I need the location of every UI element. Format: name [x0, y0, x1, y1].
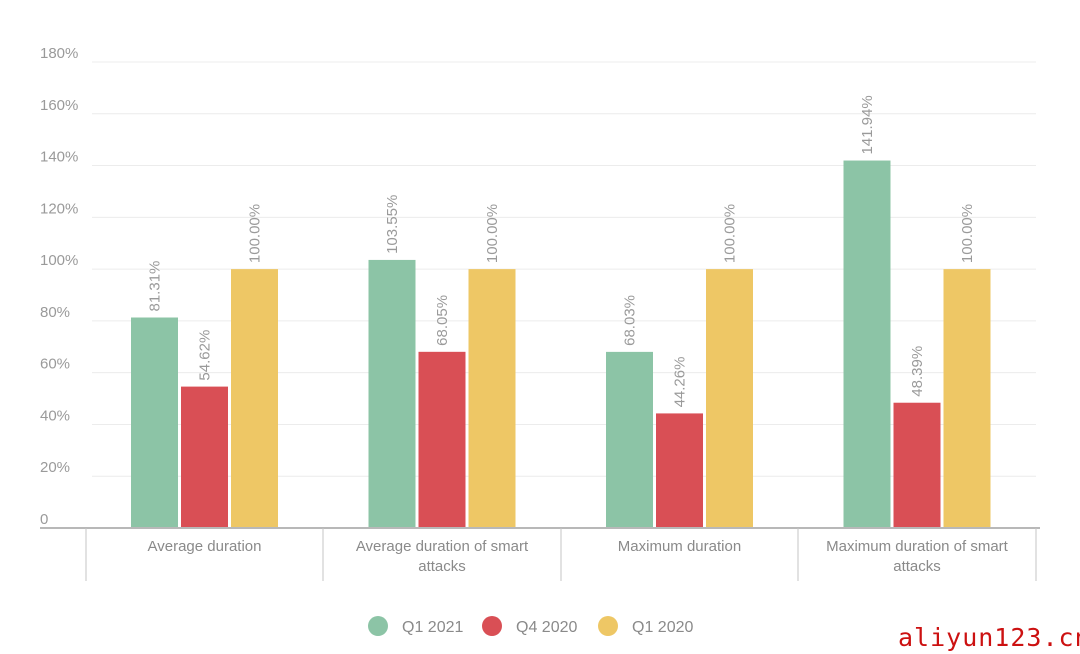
- y-tick-label: 100%: [40, 252, 78, 269]
- x-axis: Average duration Average duration of smar…: [40, 527, 1040, 581]
- category-label: Average duration of smart: [356, 538, 529, 555]
- y-tick-label: 0: [40, 511, 48, 528]
- bar: [418, 351, 466, 528]
- bar: [231, 269, 278, 528]
- bar: [843, 160, 891, 528]
- data-label: 81.31%: [147, 261, 164, 312]
- data-label: 100.00%: [959, 204, 976, 263]
- y-tick-label: 20%: [40, 459, 70, 476]
- legend-item: Q1 2021: [368, 616, 463, 636]
- bar: [468, 269, 516, 528]
- data-label: 100.00%: [722, 204, 739, 263]
- category-label: attacks: [893, 558, 941, 575]
- y-tick-label: 160%: [40, 97, 78, 114]
- category-label: attacks: [418, 558, 466, 575]
- bars: [131, 160, 991, 528]
- y-tick-label: 80%: [40, 304, 70, 321]
- y-tick-label: 180%: [40, 45, 78, 62]
- bar: [181, 386, 228, 528]
- category-label: Maximum duration: [618, 538, 741, 555]
- bar: [943, 269, 991, 528]
- data-label: 48.39%: [909, 346, 926, 397]
- data-label: 44.26%: [672, 357, 689, 408]
- data-label: 68.05%: [434, 295, 451, 346]
- legend-label: Q4 2020: [516, 619, 577, 636]
- bar: [656, 413, 703, 528]
- legend-item: Q1 2020: [598, 616, 693, 636]
- legend-label: Q1 2021: [402, 619, 463, 636]
- legend-swatch: [598, 616, 618, 636]
- bar: [706, 269, 753, 528]
- legend-swatch: [482, 616, 502, 636]
- legend: Q1 2021 Q4 2020 Q1 2020: [368, 616, 693, 636]
- data-label: 100.00%: [484, 204, 501, 263]
- data-label: 100.00%: [247, 204, 264, 263]
- data-labels: 81.31% 54.62% 100.00% 103.55% 68.05% 100.00% 6…: [147, 95, 977, 407]
- bar: [606, 351, 653, 528]
- data-label: 103.55%: [384, 195, 401, 254]
- bar: [893, 402, 941, 528]
- legend-item: Q4 2020: [482, 616, 577, 636]
- bar: [131, 317, 178, 528]
- y-tick-label: 140%: [40, 149, 78, 166]
- y-tick-label: 40%: [40, 407, 70, 424]
- data-label: 141.94%: [859, 95, 876, 154]
- bar: [368, 259, 416, 528]
- category-label: Average duration: [148, 538, 262, 555]
- data-label: 54.62%: [197, 330, 214, 381]
- legend-label: Q1 2020: [632, 619, 693, 636]
- legend-swatch: [368, 616, 388, 636]
- data-label: 68.03%: [622, 295, 639, 346]
- y-tick-label: 60%: [40, 356, 70, 373]
- watermark: aliyun123.cn: [898, 623, 1080, 652]
- category-label: Maximum duration of smart: [826, 538, 1009, 555]
- y-tick-label: 120%: [40, 200, 78, 217]
- y-axis-ticks: 0 20% 40% 60% 80% 100% 120% 140% 160% 180%: [40, 45, 78, 528]
